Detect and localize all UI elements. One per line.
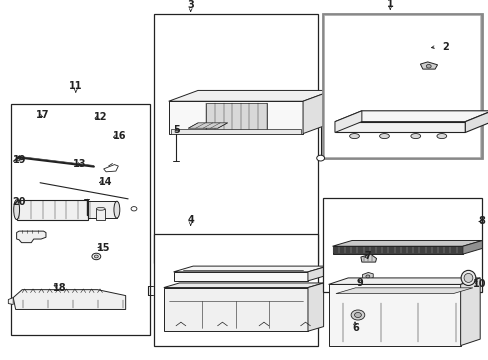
- Ellipse shape: [349, 134, 359, 139]
- Polygon shape: [420, 62, 437, 69]
- Bar: [17, 200, 87, 220]
- Polygon shape: [168, 101, 303, 134]
- Polygon shape: [103, 165, 118, 172]
- Polygon shape: [13, 290, 125, 310]
- Circle shape: [426, 64, 430, 68]
- Polygon shape: [335, 288, 472, 293]
- Text: 3: 3: [187, 0, 194, 10]
- Bar: [154, 234, 317, 346]
- Polygon shape: [460, 278, 479, 346]
- Ellipse shape: [114, 201, 120, 218]
- Bar: [322, 198, 481, 292]
- Circle shape: [354, 312, 361, 318]
- Bar: [96, 209, 105, 220]
- Polygon shape: [328, 278, 479, 284]
- Circle shape: [350, 310, 364, 320]
- Ellipse shape: [410, 134, 420, 139]
- Polygon shape: [163, 283, 323, 288]
- Bar: [11, 104, 150, 335]
- Bar: [154, 14, 317, 263]
- Circle shape: [365, 275, 369, 278]
- Ellipse shape: [436, 134, 446, 139]
- Polygon shape: [362, 273, 372, 280]
- Circle shape: [131, 207, 137, 211]
- Text: 11: 11: [69, 81, 82, 91]
- Polygon shape: [332, 246, 462, 254]
- Polygon shape: [17, 231, 46, 243]
- Text: 20: 20: [13, 197, 26, 207]
- Circle shape: [94, 255, 98, 258]
- Text: 18: 18: [53, 283, 66, 293]
- Polygon shape: [334, 122, 465, 132]
- Polygon shape: [163, 288, 307, 331]
- Polygon shape: [332, 240, 482, 246]
- Ellipse shape: [463, 274, 472, 282]
- Text: 8: 8: [477, 216, 484, 226]
- Ellipse shape: [379, 134, 388, 139]
- Text: 6: 6: [351, 323, 358, 333]
- Text: 2: 2: [442, 42, 448, 52]
- Polygon shape: [188, 123, 227, 128]
- Text: 14: 14: [99, 177, 112, 187]
- Bar: [322, 14, 481, 158]
- Polygon shape: [360, 254, 376, 262]
- Text: 4: 4: [187, 215, 194, 225]
- Text: 16: 16: [112, 131, 126, 141]
- Polygon shape: [13, 156, 20, 161]
- Text: 7: 7: [364, 251, 370, 261]
- Polygon shape: [173, 272, 307, 281]
- Polygon shape: [334, 111, 361, 132]
- Circle shape: [92, 253, 101, 260]
- Polygon shape: [462, 240, 482, 254]
- Text: 12: 12: [94, 112, 107, 122]
- Polygon shape: [307, 283, 323, 331]
- Polygon shape: [168, 90, 332, 101]
- Polygon shape: [173, 266, 327, 272]
- Polygon shape: [206, 103, 266, 132]
- Polygon shape: [334, 111, 488, 122]
- Ellipse shape: [14, 200, 20, 220]
- Text: 13: 13: [73, 159, 87, 169]
- Text: 9: 9: [356, 278, 363, 288]
- Text: 10: 10: [472, 279, 486, 289]
- Polygon shape: [171, 129, 300, 134]
- Ellipse shape: [96, 207, 105, 210]
- Polygon shape: [307, 266, 327, 281]
- Polygon shape: [303, 90, 332, 134]
- Text: 5: 5: [173, 125, 180, 135]
- Polygon shape: [465, 111, 488, 132]
- Polygon shape: [8, 298, 13, 305]
- Bar: [87, 201, 117, 218]
- Bar: [324, 15, 479, 157]
- Text: 17: 17: [36, 110, 49, 120]
- Text: 19: 19: [13, 155, 26, 165]
- Polygon shape: [328, 284, 460, 346]
- Text: 15: 15: [97, 243, 110, 253]
- Circle shape: [316, 155, 324, 161]
- Text: 1: 1: [386, 0, 393, 9]
- Ellipse shape: [460, 270, 475, 285]
